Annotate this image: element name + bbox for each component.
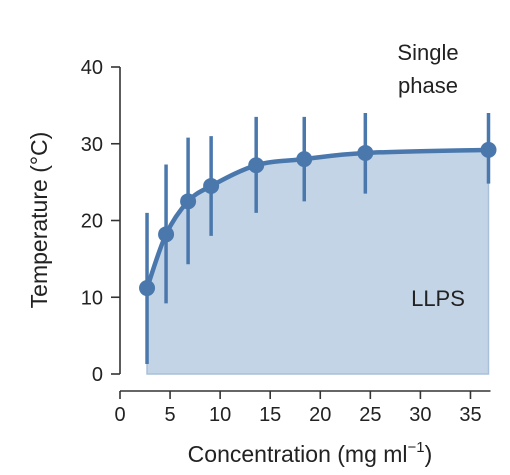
x-tick-label: 35 <box>459 404 481 426</box>
data-point <box>158 226 175 243</box>
x-axis-label-main: Concentration (mg ml <box>188 441 408 467</box>
y-ticks: 0 10 20 30 40 <box>81 57 120 386</box>
data-point <box>357 144 374 161</box>
y-axis-label: Temperature (°C) <box>26 132 52 309</box>
llps-label: LLPS <box>411 286 465 311</box>
x-tick-label: 5 <box>165 404 176 426</box>
llps-region <box>146 149 490 375</box>
x-tick-label: 20 <box>309 404 331 426</box>
x-tick-label: 25 <box>359 404 381 426</box>
y-tick-label: 30 <box>81 134 103 156</box>
y-tick-label: 20 <box>81 211 103 233</box>
x-ticks: 0 5 10 15 20 25 30 35 <box>114 391 482 426</box>
y-tick-label: 40 <box>81 57 103 79</box>
x-axis-label: Concentration (mg ml−1) <box>188 439 433 467</box>
x-tick-label: 15 <box>259 404 281 426</box>
x-tick-label: 0 <box>114 404 125 426</box>
data-point <box>180 193 197 210</box>
data-points <box>139 141 497 297</box>
data-point <box>248 157 265 174</box>
llps-area <box>146 149 490 375</box>
x-tick-label: 30 <box>409 404 431 426</box>
y-tick-label: 0 <box>92 364 103 386</box>
y-tick-label: 10 <box>81 287 103 309</box>
data-point <box>203 177 220 194</box>
x-tick-label: 10 <box>209 404 231 426</box>
single-phase-label-line2: phase <box>398 73 458 98</box>
data-point <box>139 280 156 297</box>
x-axis-label-superscript: −1 <box>408 439 425 456</box>
single-phase-label-line1: Single <box>397 40 458 65</box>
data-point <box>296 151 313 168</box>
data-point <box>480 141 497 158</box>
x-axis-label-close: ) <box>425 441 433 467</box>
